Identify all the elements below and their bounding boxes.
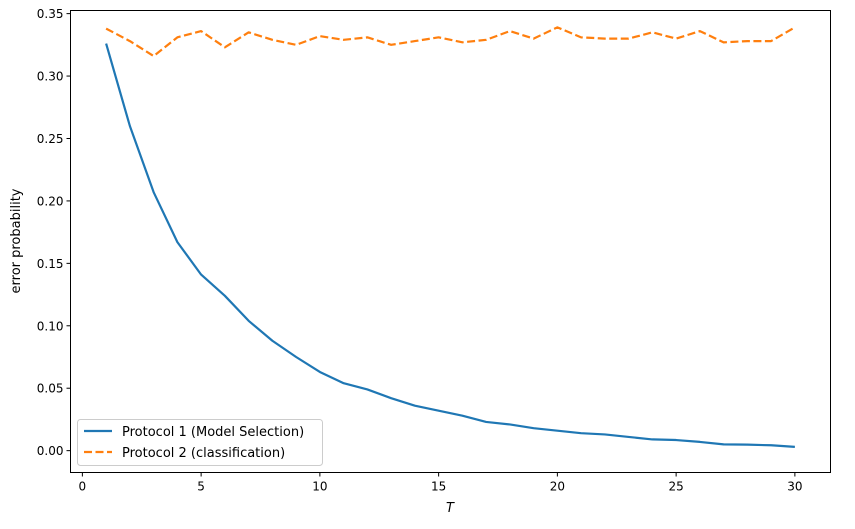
legend-label-protocol-1: Protocol 1 (Model Selection) bbox=[122, 425, 304, 440]
y-tick-label: 0.00 bbox=[37, 444, 64, 458]
x-tick-label: 0 bbox=[79, 480, 87, 494]
axes-frame bbox=[70, 10, 831, 473]
x-tick-label: 20 bbox=[550, 480, 565, 494]
x-axis-label: T bbox=[446, 501, 455, 516]
y-tick-label: 0.05 bbox=[37, 382, 64, 396]
series-line-protocol-2 bbox=[105, 26, 796, 58]
y-tick-label: 0.30 bbox=[37, 70, 64, 84]
x-tick-label: 25 bbox=[668, 480, 683, 494]
ticks-layer: 0 5 10 15 20 25 30 0.00 0.05 0.10 0.15 0.20 0.25 0.30… bbox=[37, 7, 803, 493]
x-tick-label: 5 bbox=[197, 480, 205, 494]
y-tick-label: 0.35 bbox=[37, 7, 64, 21]
legend-label-protocol-2: Protocol 2 (classification) bbox=[122, 446, 285, 461]
legend: Protocol 1 (Model Selection) Protocol 2 … bbox=[77, 419, 323, 466]
y-tick-label: 0.15 bbox=[37, 257, 64, 271]
legend-box bbox=[77, 419, 323, 466]
x-tick-label: 10 bbox=[312, 480, 327, 494]
x-tick-label: 15 bbox=[431, 480, 446, 494]
y-tick-label: 0.10 bbox=[37, 319, 64, 333]
series-line-protocol-1 bbox=[105, 43, 795, 449]
y-tick-label: 0.20 bbox=[37, 194, 64, 208]
y-tick-label: 0.25 bbox=[37, 132, 64, 146]
y-axis-label: error probability bbox=[9, 188, 24, 293]
x-tick-label: 30 bbox=[787, 480, 802, 494]
series-layer bbox=[105, 26, 796, 449]
